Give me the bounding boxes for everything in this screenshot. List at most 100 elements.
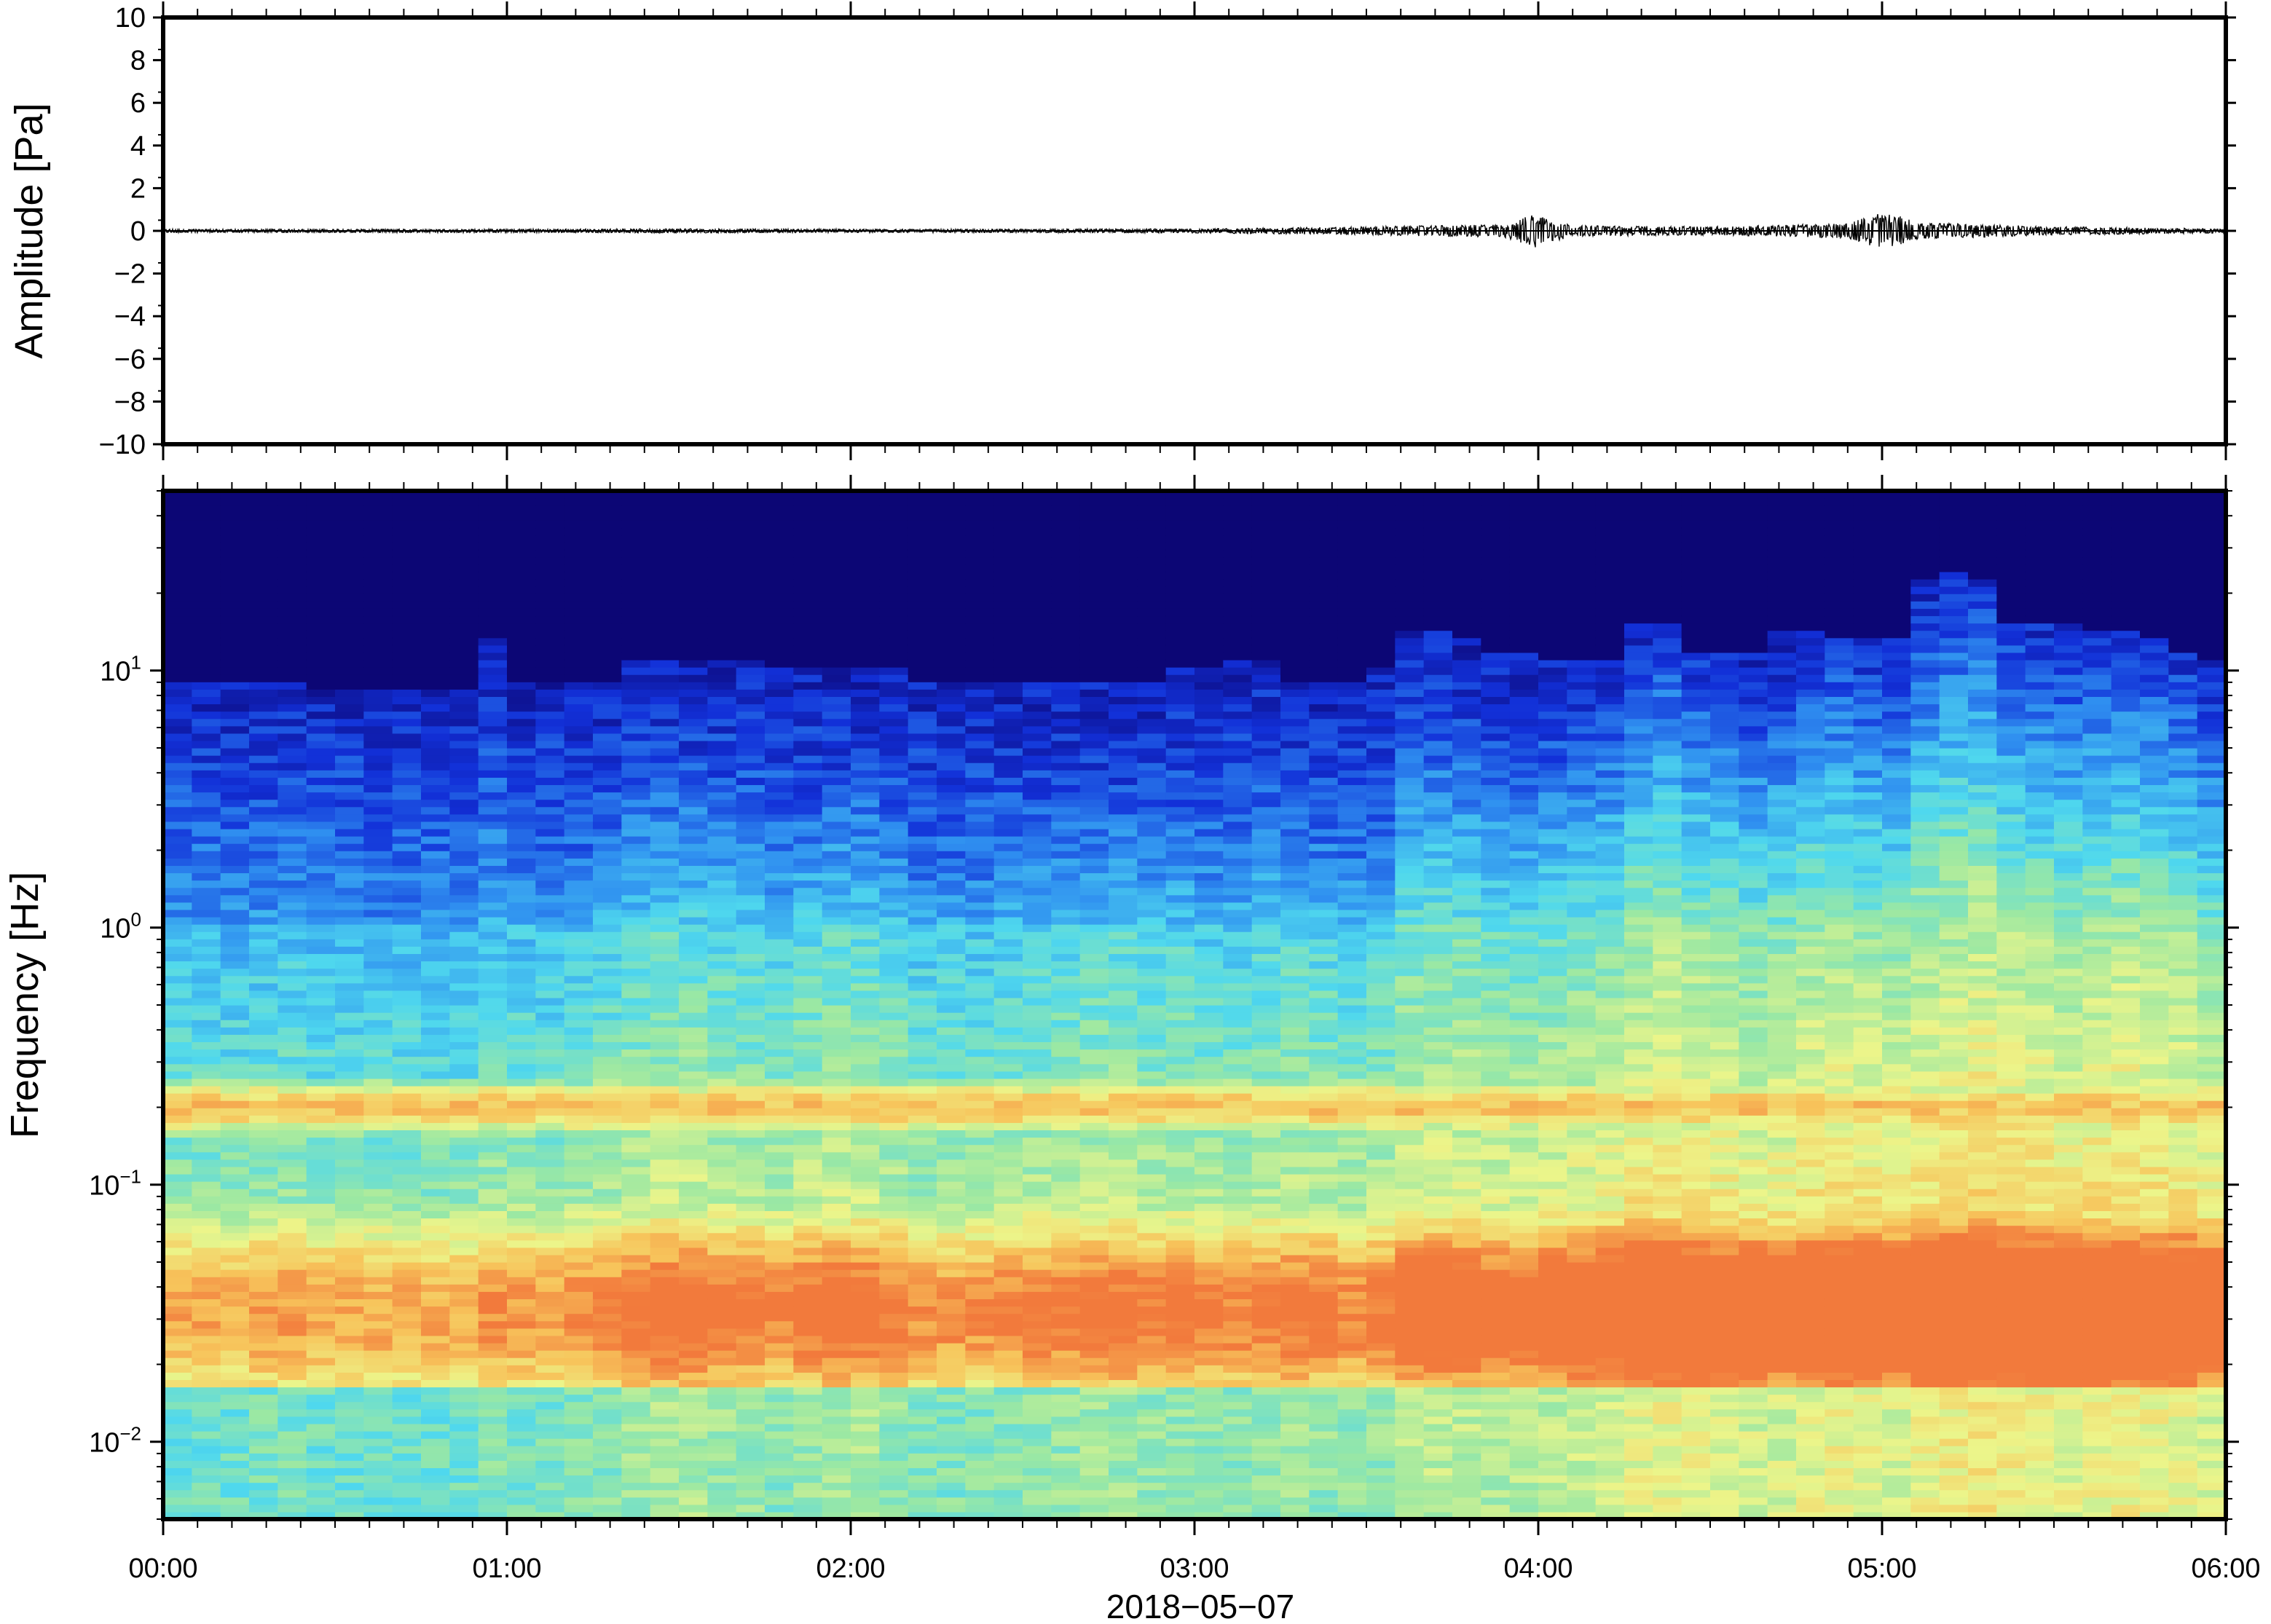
spectrogram-cell xyxy=(507,513,536,521)
spectrogram-cell xyxy=(478,703,508,712)
spectrogram-cell xyxy=(335,571,364,580)
spectrogram-cell xyxy=(535,637,565,646)
spectrogram-cell xyxy=(1079,828,1109,837)
spectrogram-cell xyxy=(621,711,651,720)
spectrogram-cell xyxy=(564,1262,594,1270)
spectrogram-cell xyxy=(449,1108,479,1116)
spectrogram-cell xyxy=(249,1438,278,1446)
spectrogram-cell xyxy=(306,997,336,1006)
spectrogram-cell xyxy=(278,1210,307,1219)
spectrogram-cell xyxy=(937,1475,966,1483)
spectrogram-cell xyxy=(650,1489,680,1498)
spectrogram-cell xyxy=(392,1166,422,1175)
spectrogram-cell xyxy=(993,1438,1023,1446)
spectrogram-cell xyxy=(478,762,508,770)
spectrogram-cell xyxy=(851,1320,880,1329)
spectrogram-cell xyxy=(993,520,1023,529)
spectrogram-cell xyxy=(220,1122,250,1131)
spectrogram-cell xyxy=(535,1379,565,1388)
spectrogram-cell xyxy=(535,689,565,697)
spectrogram-cell xyxy=(363,586,393,594)
spectrogram-cell xyxy=(535,513,565,521)
spectrogram-cell xyxy=(707,1416,737,1424)
spectrogram-cell xyxy=(1079,1438,1109,1446)
spectrogram-cell xyxy=(363,1181,393,1189)
spectrogram-cell xyxy=(908,1284,937,1292)
spectrogram-cell xyxy=(535,667,565,675)
spectrogram-cell xyxy=(822,909,851,918)
spectrogram-cell xyxy=(535,645,565,653)
spectrogram-cell xyxy=(478,953,508,962)
spectrogram-cell xyxy=(163,1350,192,1358)
spectrogram-cell xyxy=(879,1071,909,1079)
spectrogram-cell xyxy=(1137,1379,1167,1388)
spectrogram-cell xyxy=(192,865,221,874)
spectrogram-cell xyxy=(965,1232,995,1241)
spectrogram-cell xyxy=(249,858,278,866)
spectrogram-cell xyxy=(449,1071,479,1079)
spectrogram-cell xyxy=(621,1262,651,1270)
spectrogram-cell xyxy=(1137,1372,1167,1380)
spectrogram-cell xyxy=(278,1372,307,1380)
spectrogram-cell xyxy=(335,733,364,741)
spectrogram-cell xyxy=(650,916,680,925)
spectrogram-cell xyxy=(1079,931,1109,939)
spectrogram-cell xyxy=(793,498,823,506)
spectrogram-cell xyxy=(421,931,450,939)
spectrogram-cell xyxy=(851,784,880,793)
spectrogram-cell xyxy=(937,975,966,984)
spectrogram-cell xyxy=(679,975,708,984)
spectrogram-cell xyxy=(1079,1497,1109,1505)
spectrogram-cell xyxy=(851,718,880,727)
spectrogram-cell xyxy=(535,813,565,822)
spectrogram-cell xyxy=(937,880,966,888)
spectrogram-cell xyxy=(421,821,450,829)
spectrogram-cell xyxy=(707,1423,737,1432)
spectrogram-cell xyxy=(306,623,336,631)
spectrogram-cell xyxy=(564,586,594,594)
spectrogram-cell xyxy=(736,1394,765,1403)
spectrogram-cell xyxy=(220,939,250,947)
spectrogram-cell xyxy=(220,571,250,580)
spectrogram-cell xyxy=(851,872,880,881)
spectrogram-cell xyxy=(278,1401,307,1410)
spectrogram-cell xyxy=(564,1203,594,1211)
spectrogram-cell xyxy=(965,1020,995,1028)
spectrogram-cell xyxy=(278,556,307,565)
spectrogram-cell xyxy=(937,1254,966,1263)
spectrogram-cell xyxy=(163,1189,192,1197)
spectrogram-cell xyxy=(679,498,708,506)
spectrogram-cell xyxy=(220,1078,250,1087)
spectrogram-cell xyxy=(392,1467,422,1476)
spectrogram-cell xyxy=(564,894,594,903)
spectrogram-cell xyxy=(937,542,966,551)
spectrogram-cell xyxy=(1137,1511,1167,1519)
spectrogram-cell xyxy=(306,924,336,932)
spectrogram-cell xyxy=(993,1511,1023,1519)
spectrogram-cell xyxy=(449,1453,479,1461)
spectrogram-cell xyxy=(478,997,508,1006)
spectrogram-cell xyxy=(707,1254,737,1263)
spectrogram-cell xyxy=(535,880,565,888)
spectrogram-cell xyxy=(879,1218,909,1226)
spectrogram-cell xyxy=(650,1225,680,1234)
spectrogram-cell xyxy=(679,1122,708,1131)
spectrogram-cell xyxy=(593,505,622,513)
spectrogram-cell xyxy=(851,813,880,822)
spectrogram-cell xyxy=(593,615,622,624)
spectrogram-cell xyxy=(908,968,937,977)
spectrogram-cell xyxy=(278,806,307,815)
spectrogram-cell xyxy=(1023,1218,1052,1226)
spectrogram-cell xyxy=(363,733,393,741)
spectrogram-cell xyxy=(1079,1313,1109,1322)
spectrogram-cell xyxy=(306,1460,336,1468)
spectrogram-cell xyxy=(736,579,765,587)
spectrogram-cell xyxy=(937,806,966,815)
spectrogram-cell xyxy=(392,1159,422,1167)
spectrogram-cell xyxy=(621,535,651,543)
spectrogram-cell xyxy=(478,806,508,815)
spectrogram-cell xyxy=(335,703,364,712)
spectrogram-cell xyxy=(163,1173,192,1182)
spectrogram-cell xyxy=(306,1181,336,1189)
spectrogram-cell xyxy=(449,725,479,734)
